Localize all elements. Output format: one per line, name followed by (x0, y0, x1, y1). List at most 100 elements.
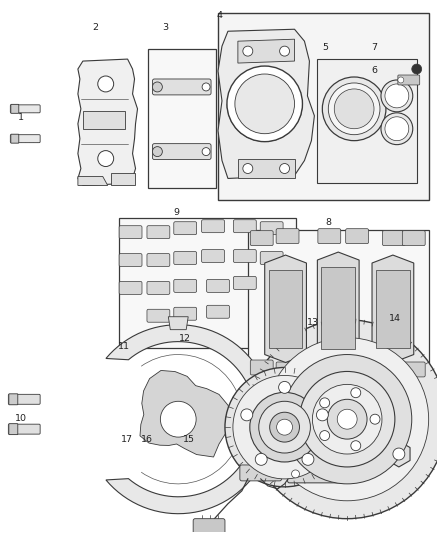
Text: 13: 13 (307, 318, 318, 327)
FancyBboxPatch shape (147, 254, 170, 266)
FancyBboxPatch shape (233, 220, 256, 233)
Polygon shape (372, 255, 414, 362)
Text: 3: 3 (162, 23, 169, 33)
Bar (83, 111, 124, 129)
Circle shape (316, 409, 328, 421)
Circle shape (322, 77, 386, 141)
FancyBboxPatch shape (119, 254, 142, 266)
FancyBboxPatch shape (174, 279, 197, 293)
Circle shape (243, 46, 253, 56)
Polygon shape (265, 255, 307, 362)
Circle shape (277, 419, 293, 435)
Circle shape (202, 83, 210, 91)
FancyBboxPatch shape (240, 465, 282, 481)
FancyBboxPatch shape (260, 222, 283, 235)
Circle shape (393, 448, 405, 460)
Text: 11: 11 (118, 342, 130, 351)
Circle shape (160, 401, 196, 437)
FancyBboxPatch shape (201, 249, 224, 263)
FancyBboxPatch shape (11, 134, 19, 143)
Circle shape (250, 392, 319, 462)
FancyBboxPatch shape (152, 144, 211, 159)
Circle shape (412, 64, 422, 74)
Text: 6: 6 (371, 66, 377, 75)
Bar (318, 59, 417, 183)
Circle shape (351, 441, 361, 451)
Text: 17: 17 (120, 435, 133, 444)
FancyBboxPatch shape (8, 424, 40, 434)
Polygon shape (78, 176, 108, 185)
Circle shape (233, 375, 336, 479)
FancyBboxPatch shape (147, 225, 170, 239)
Circle shape (292, 470, 300, 478)
FancyBboxPatch shape (382, 231, 405, 246)
FancyBboxPatch shape (207, 279, 230, 293)
Circle shape (312, 384, 382, 454)
FancyBboxPatch shape (119, 225, 142, 239)
Circle shape (241, 409, 253, 421)
Text: 10: 10 (15, 414, 27, 423)
FancyBboxPatch shape (174, 252, 197, 264)
Circle shape (370, 414, 380, 424)
Circle shape (320, 431, 330, 441)
Circle shape (98, 151, 114, 166)
Bar (148, 49, 216, 188)
Polygon shape (318, 252, 359, 364)
Circle shape (320, 398, 330, 408)
Polygon shape (238, 158, 294, 179)
FancyBboxPatch shape (193, 519, 225, 533)
FancyBboxPatch shape (403, 362, 425, 377)
Circle shape (300, 372, 395, 467)
FancyBboxPatch shape (147, 281, 170, 294)
FancyBboxPatch shape (318, 229, 341, 244)
FancyBboxPatch shape (346, 229, 368, 244)
FancyBboxPatch shape (346, 362, 368, 377)
FancyBboxPatch shape (288, 465, 346, 483)
Circle shape (385, 117, 409, 141)
Circle shape (255, 454, 267, 465)
Circle shape (279, 382, 290, 393)
FancyBboxPatch shape (201, 220, 224, 233)
FancyBboxPatch shape (11, 104, 19, 114)
FancyBboxPatch shape (11, 105, 40, 113)
Bar (218, 13, 429, 200)
FancyBboxPatch shape (174, 222, 197, 235)
Circle shape (248, 320, 438, 519)
Circle shape (152, 147, 162, 157)
Circle shape (98, 76, 114, 92)
Circle shape (302, 454, 314, 465)
Circle shape (225, 367, 344, 487)
FancyBboxPatch shape (233, 249, 256, 263)
FancyBboxPatch shape (398, 75, 420, 85)
Circle shape (381, 113, 413, 144)
Polygon shape (111, 173, 134, 185)
Bar (268, 270, 303, 348)
FancyBboxPatch shape (250, 360, 273, 375)
Circle shape (227, 66, 303, 142)
Polygon shape (106, 325, 272, 514)
Text: 8: 8 (325, 218, 331, 227)
Text: 12: 12 (179, 334, 191, 343)
Circle shape (328, 83, 380, 135)
Circle shape (279, 46, 290, 56)
Circle shape (381, 80, 413, 112)
Text: 16: 16 (141, 435, 152, 444)
Circle shape (398, 77, 404, 83)
Polygon shape (140, 370, 233, 457)
FancyBboxPatch shape (152, 79, 211, 95)
Circle shape (235, 74, 294, 134)
Text: 1: 1 (18, 113, 24, 122)
Text: 2: 2 (92, 23, 98, 33)
Circle shape (202, 148, 210, 156)
Circle shape (327, 399, 367, 439)
Bar (376, 270, 410, 348)
Polygon shape (238, 39, 294, 63)
Circle shape (337, 409, 357, 429)
FancyBboxPatch shape (147, 309, 170, 322)
Circle shape (351, 387, 361, 398)
FancyBboxPatch shape (11, 135, 40, 143)
Polygon shape (78, 59, 138, 185)
FancyBboxPatch shape (260, 252, 283, 264)
Text: 5: 5 (322, 43, 328, 52)
FancyBboxPatch shape (250, 231, 273, 246)
